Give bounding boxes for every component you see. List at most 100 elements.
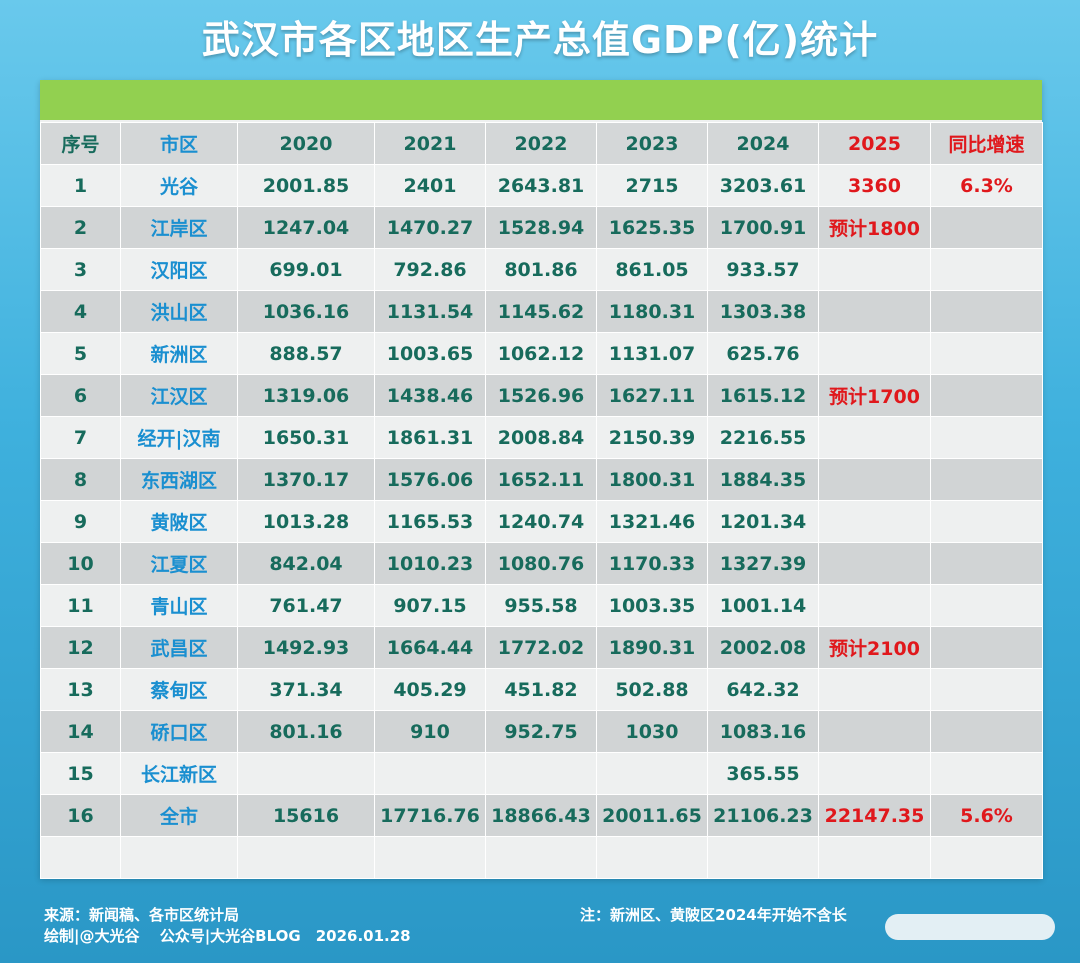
cell-y2022: 2008.84 bbox=[485, 416, 597, 459]
cell-y2024: 1201.34 bbox=[707, 500, 819, 543]
source-note: 来源：新闻稿、各市区统计局 bbox=[44, 906, 240, 924]
cell-y2025: 3360 bbox=[818, 164, 931, 207]
cell-y2020: 888.57 bbox=[237, 332, 375, 375]
header-2025: 2025 bbox=[818, 122, 931, 165]
cell-district: 硚口区 bbox=[120, 710, 238, 753]
cell-growth bbox=[930, 710, 1043, 753]
cell-y2024: 625.76 bbox=[707, 332, 819, 375]
cell-y2020: 1319.06 bbox=[237, 374, 375, 417]
cell-district: 江岸区 bbox=[120, 206, 238, 249]
cell-y2025 bbox=[818, 332, 931, 375]
cell-y2024: 1327.39 bbox=[707, 542, 819, 585]
credit-note: 绘制|@大光谷 公众号|大光谷BLOG 2026.01.28 bbox=[44, 927, 411, 945]
cell-y2020: 1036.16 bbox=[237, 290, 375, 333]
cell-y2020 bbox=[237, 752, 375, 795]
table-row: 8 东西湖区 1370.17 1576.06 1652.11 1800.31 1884.35 bbox=[40, 458, 1043, 501]
table-row: 6 江汉区 1319.06 1438.46 1526.96 1627.11 1615.12 预… bbox=[40, 374, 1043, 417]
cell-growth: 6.3% bbox=[930, 164, 1043, 207]
cell-no: 8 bbox=[40, 458, 121, 501]
cell-no: 5 bbox=[40, 332, 121, 375]
cell-district: 武昌区 bbox=[120, 626, 238, 669]
cell-y2021: 1165.53 bbox=[374, 500, 486, 543]
table-row: 3 汉阳区 699.01 792.86 801.86 861.05 933.57 bbox=[40, 248, 1043, 291]
cell-y2022: 1772.02 bbox=[485, 626, 597, 669]
table-row: 9 黄陂区 1013.28 1165.53 1240.74 1321.46 1201.34 bbox=[40, 500, 1043, 543]
header-2022: 2022 bbox=[485, 122, 597, 165]
cell-y2021 bbox=[374, 752, 486, 795]
footer-left: 来源：新闻稿、各市区统计局 绘制|@大光谷 公众号|大光谷BLOG 2026.0… bbox=[44, 905, 411, 947]
cell-district: 蔡甸区 bbox=[120, 668, 238, 711]
cell-y2021: 1010.23 bbox=[374, 542, 486, 585]
cell-district: 青山区 bbox=[120, 584, 238, 627]
cell-growth bbox=[930, 332, 1043, 375]
cell-y2023: 1003.35 bbox=[596, 584, 708, 627]
cell-y2024: 1615.12 bbox=[707, 374, 819, 417]
cell-y2024: 1700.91 bbox=[707, 206, 819, 249]
cell-district: 江夏区 bbox=[120, 542, 238, 585]
table-row: 13 蔡甸区 371.34 405.29 451.82 502.88 642.32 bbox=[40, 668, 1043, 711]
cell-y2022: 1145.62 bbox=[485, 290, 597, 333]
cell-district: 洪山区 bbox=[120, 290, 238, 333]
cell-y2020: 1650.31 bbox=[237, 416, 375, 459]
cell-empty bbox=[930, 836, 1043, 879]
cell-y2021: 1003.65 bbox=[374, 332, 486, 375]
cell-y2022: 2643.81 bbox=[485, 164, 597, 207]
cell-y2021: 17716.76 bbox=[374, 794, 486, 837]
cell-no: 3 bbox=[40, 248, 121, 291]
cell-no: 4 bbox=[40, 290, 121, 333]
cell-no: 7 bbox=[40, 416, 121, 459]
cell-y2020: 1013.28 bbox=[237, 500, 375, 543]
cell-y2020: 842.04 bbox=[237, 542, 375, 585]
cell-growth bbox=[930, 542, 1043, 585]
cell-empty bbox=[485, 836, 597, 879]
cell-y2022: 801.86 bbox=[485, 248, 597, 291]
header-2021: 2021 bbox=[374, 122, 486, 165]
cell-y2021: 2401 bbox=[374, 164, 486, 207]
header-2024: 2024 bbox=[707, 122, 819, 165]
cell-y2020: 801.16 bbox=[237, 710, 375, 753]
header-district: 市区 bbox=[120, 122, 238, 165]
cell-y2025 bbox=[818, 752, 931, 795]
cell-growth: 5.6% bbox=[930, 794, 1043, 837]
cell-y2024: 365.55 bbox=[707, 752, 819, 795]
cell-district: 黄陂区 bbox=[120, 500, 238, 543]
cell-y2020: 2001.85 bbox=[237, 164, 375, 207]
cell-growth bbox=[930, 668, 1043, 711]
cell-y2022: 1062.12 bbox=[485, 332, 597, 375]
cell-y2020: 1492.93 bbox=[237, 626, 375, 669]
cell-y2021: 792.86 bbox=[374, 248, 486, 291]
header-growth: 同比增速 bbox=[930, 122, 1043, 165]
cell-empty bbox=[818, 836, 931, 879]
table-row: 14 硚口区 801.16 910 952.75 1030 1083.16 bbox=[40, 710, 1043, 753]
cell-y2021: 910 bbox=[374, 710, 486, 753]
cell-growth bbox=[930, 374, 1043, 417]
cell-no: 6 bbox=[40, 374, 121, 417]
cell-district: 新洲区 bbox=[120, 332, 238, 375]
cell-y2021: 1664.44 bbox=[374, 626, 486, 669]
table-row: 11 青山区 761.47 907.15 955.58 1003.35 1001.14 bbox=[40, 584, 1043, 627]
cell-y2025 bbox=[818, 542, 931, 585]
table-row-empty bbox=[40, 836, 1043, 879]
cell-no: 12 bbox=[40, 626, 121, 669]
cell-y2023: 1321.46 bbox=[596, 500, 708, 543]
cell-y2022: 952.75 bbox=[485, 710, 597, 753]
cell-no: 2 bbox=[40, 206, 121, 249]
cell-district: 光谷 bbox=[120, 164, 238, 207]
table-body: 1 光谷 2001.85 2401 2643.81 2715 3203.61 3360 6.3%… bbox=[40, 164, 1043, 879]
cell-y2022: 1528.94 bbox=[485, 206, 597, 249]
cell-y2025 bbox=[818, 668, 931, 711]
cell-y2025 bbox=[818, 500, 931, 543]
cell-y2023: 2715 bbox=[596, 164, 708, 207]
header-2023: 2023 bbox=[596, 122, 708, 165]
cell-district: 全市 bbox=[120, 794, 238, 837]
page-title: 武汉市各区地区生产总值GDP(亿)统计 bbox=[201, 18, 879, 62]
cell-y2022: 1080.76 bbox=[485, 542, 597, 585]
cell-no: 16 bbox=[40, 794, 121, 837]
table-row: 16 全市 15616 17716.76 18866.43 20011.65 21106.2… bbox=[40, 794, 1043, 837]
cell-y2022 bbox=[485, 752, 597, 795]
cell-y2023: 20011.65 bbox=[596, 794, 708, 837]
cell-y2020: 371.34 bbox=[237, 668, 375, 711]
cell-y2020: 1370.17 bbox=[237, 458, 375, 501]
cell-y2022: 1240.74 bbox=[485, 500, 597, 543]
cell-y2023: 502.88 bbox=[596, 668, 708, 711]
